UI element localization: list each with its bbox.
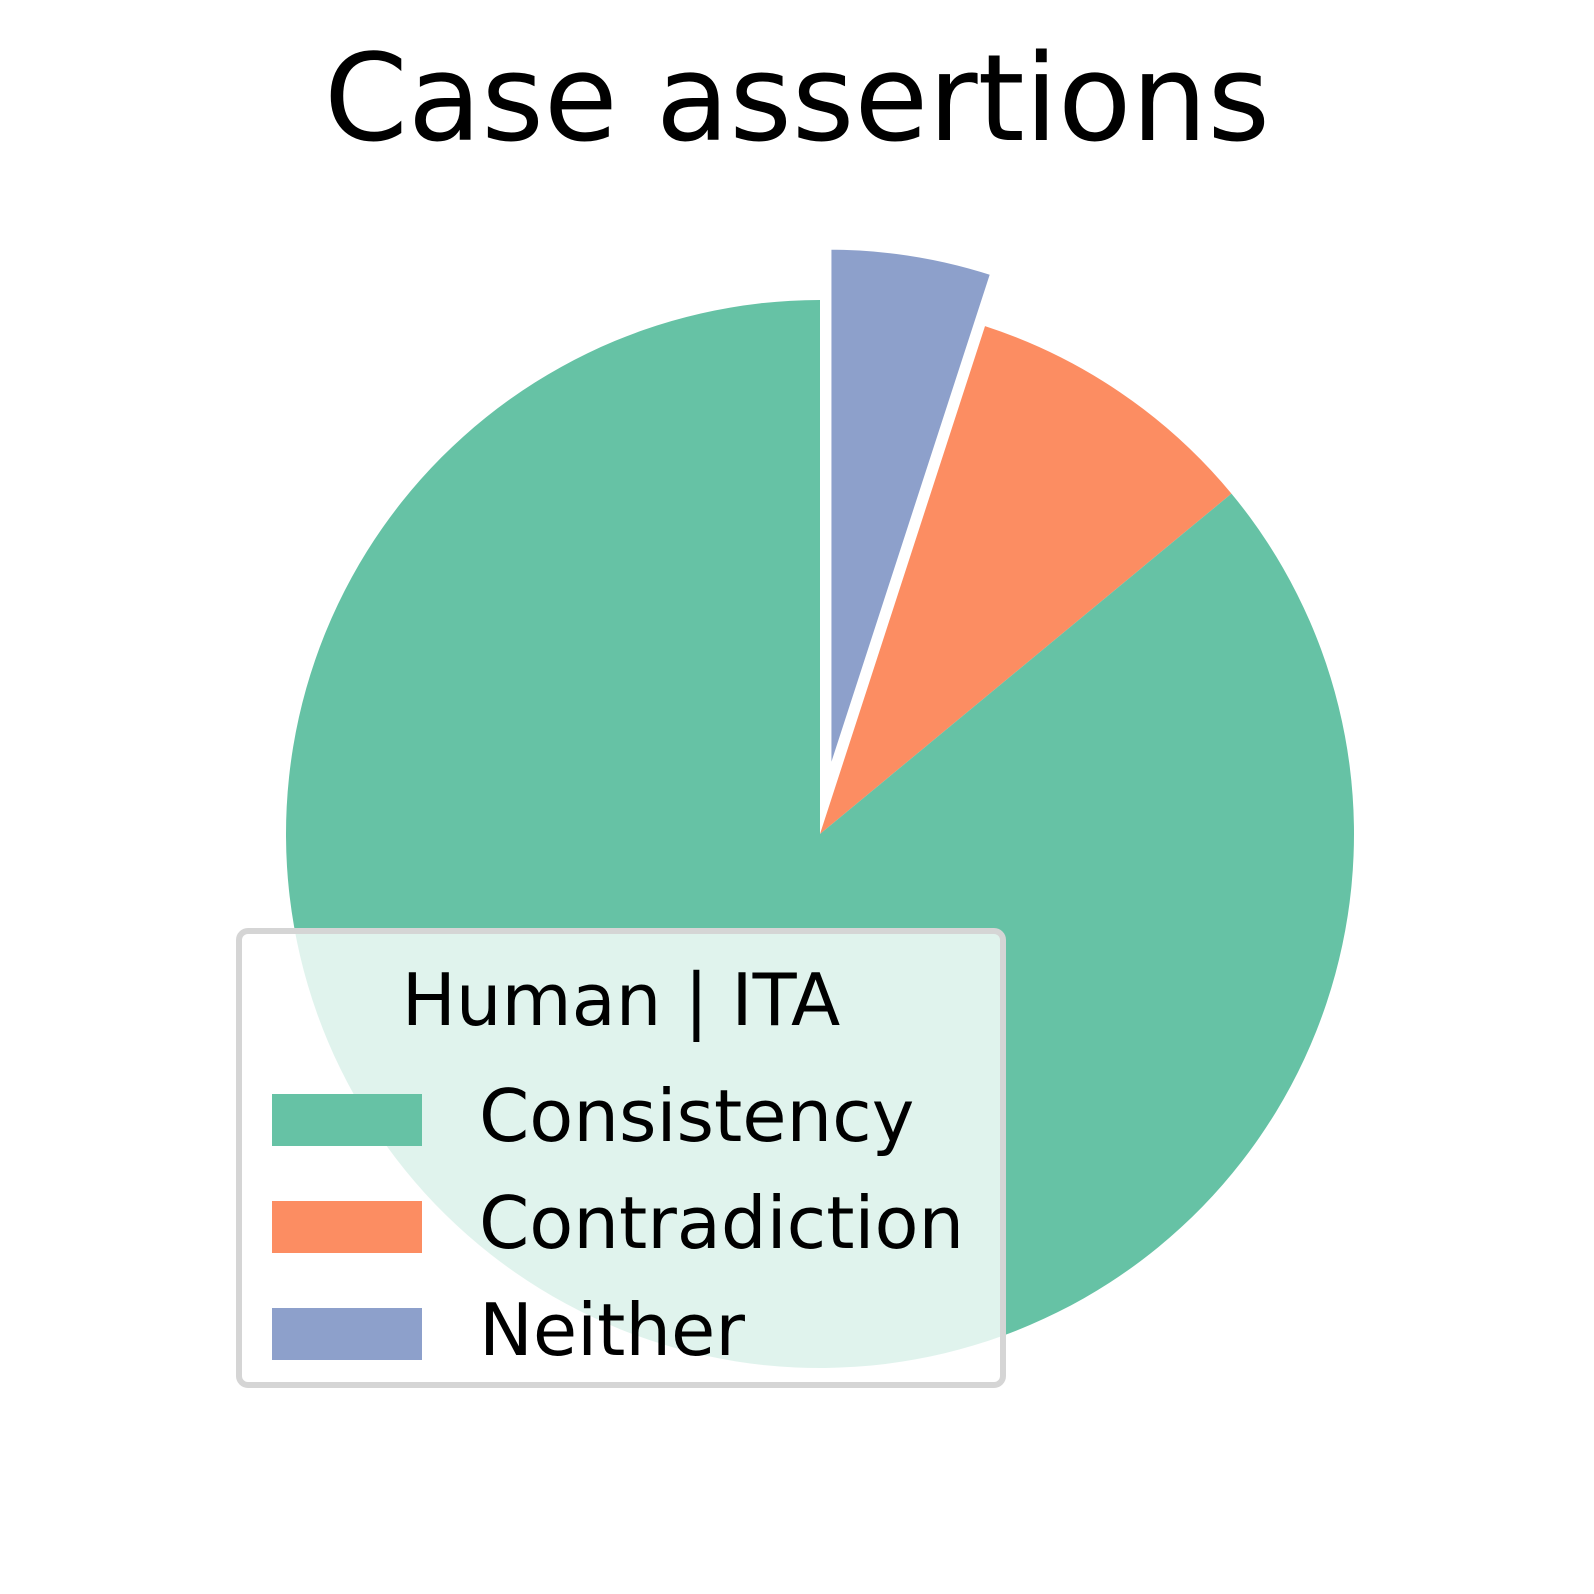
legend-swatch-contradiction bbox=[272, 1201, 422, 1253]
legend-label-neither: Neither bbox=[479, 1288, 745, 1372]
legend: Human | ITA Consistency Contradiction Ne… bbox=[236, 928, 1006, 1388]
pie-slice-contradiction bbox=[820, 326, 1232, 834]
legend-label-contradiction: Contradiction bbox=[479, 1181, 965, 1265]
pie-slice-neither bbox=[825, 243, 998, 782]
legend-label-consistency: Consistency bbox=[479, 1074, 915, 1158]
chart-title: Case assertions bbox=[324, 30, 1270, 169]
legend-title: Human | ITA bbox=[401, 958, 841, 1042]
legend-swatch-consistency bbox=[272, 1094, 422, 1146]
legend-swatch-neither bbox=[272, 1308, 422, 1360]
